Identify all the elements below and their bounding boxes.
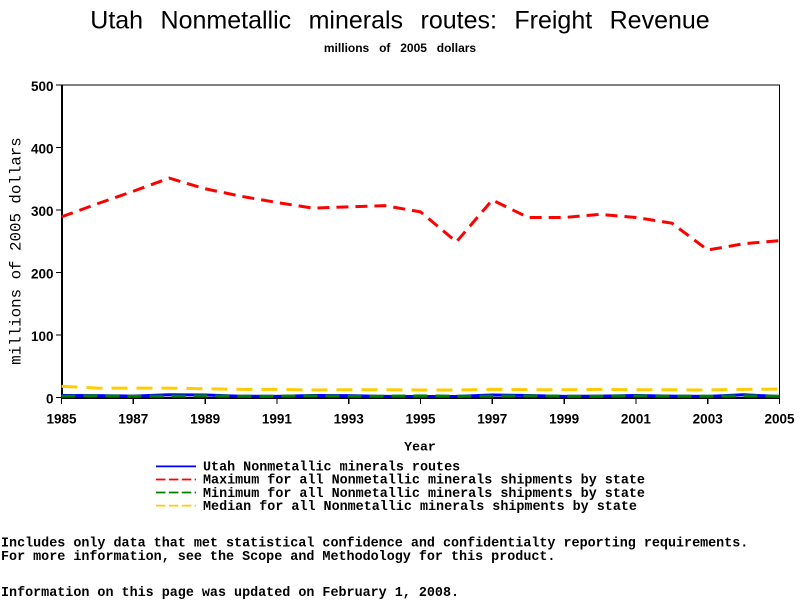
svg-text:200: 200 (31, 267, 54, 282)
svg-text:1987: 1987 (118, 412, 148, 427)
svg-text:400: 400 (31, 142, 54, 157)
svg-text:0: 0 (46, 392, 54, 407)
svg-text:500: 500 (31, 79, 54, 94)
svg-text:1991: 1991 (262, 412, 293, 427)
svg-text:2001: 2001 (621, 412, 652, 427)
svg-text:2003: 2003 (693, 412, 724, 427)
svg-text:1993: 1993 (334, 412, 365, 427)
svg-text:Maximum for all Nonmetallic mi: Maximum for all Nonmetallic minerals shi… (203, 474, 645, 489)
svg-text:For more information, see the: For more information, see the Scope and … (1, 550, 555, 565)
svg-text:300: 300 (31, 204, 54, 219)
svg-text:Minimum for all Nonmetallic mi: Minimum for all Nonmetallic minerals shi… (203, 487, 645, 502)
svg-text:millions of 2005 dollars: millions of 2005 dollars (8, 137, 26, 365)
svg-text:1999: 1999 (549, 412, 579, 427)
svg-text:millions of 2005 dollars: millions of 2005 dollars (324, 41, 477, 55)
svg-text:Median for all Nonmetallic min: Median for all Nonmetallic minerals ship… (203, 500, 637, 515)
svg-text:1985: 1985 (46, 412, 77, 427)
svg-text:1995: 1995 (405, 412, 436, 427)
svg-text:2005: 2005 (764, 412, 795, 427)
svg-text:1989: 1989 (190, 412, 220, 427)
svg-text:Includes only data that met st: Includes only data that met statistical … (1, 537, 748, 552)
svg-text:Utah Nonmetallic minerals rout: Utah Nonmetallic minerals routes: Freigh… (90, 7, 709, 35)
svg-text:100: 100 (31, 329, 54, 344)
svg-text:Information on this page was u: Information on this page was updated on … (1, 586, 459, 600)
svg-text:Utah Nonmetallic minerals rout: Utah Nonmetallic minerals routes (203, 461, 460, 476)
svg-text:1997: 1997 (477, 412, 507, 427)
svg-text:Year: Year (404, 440, 436, 455)
